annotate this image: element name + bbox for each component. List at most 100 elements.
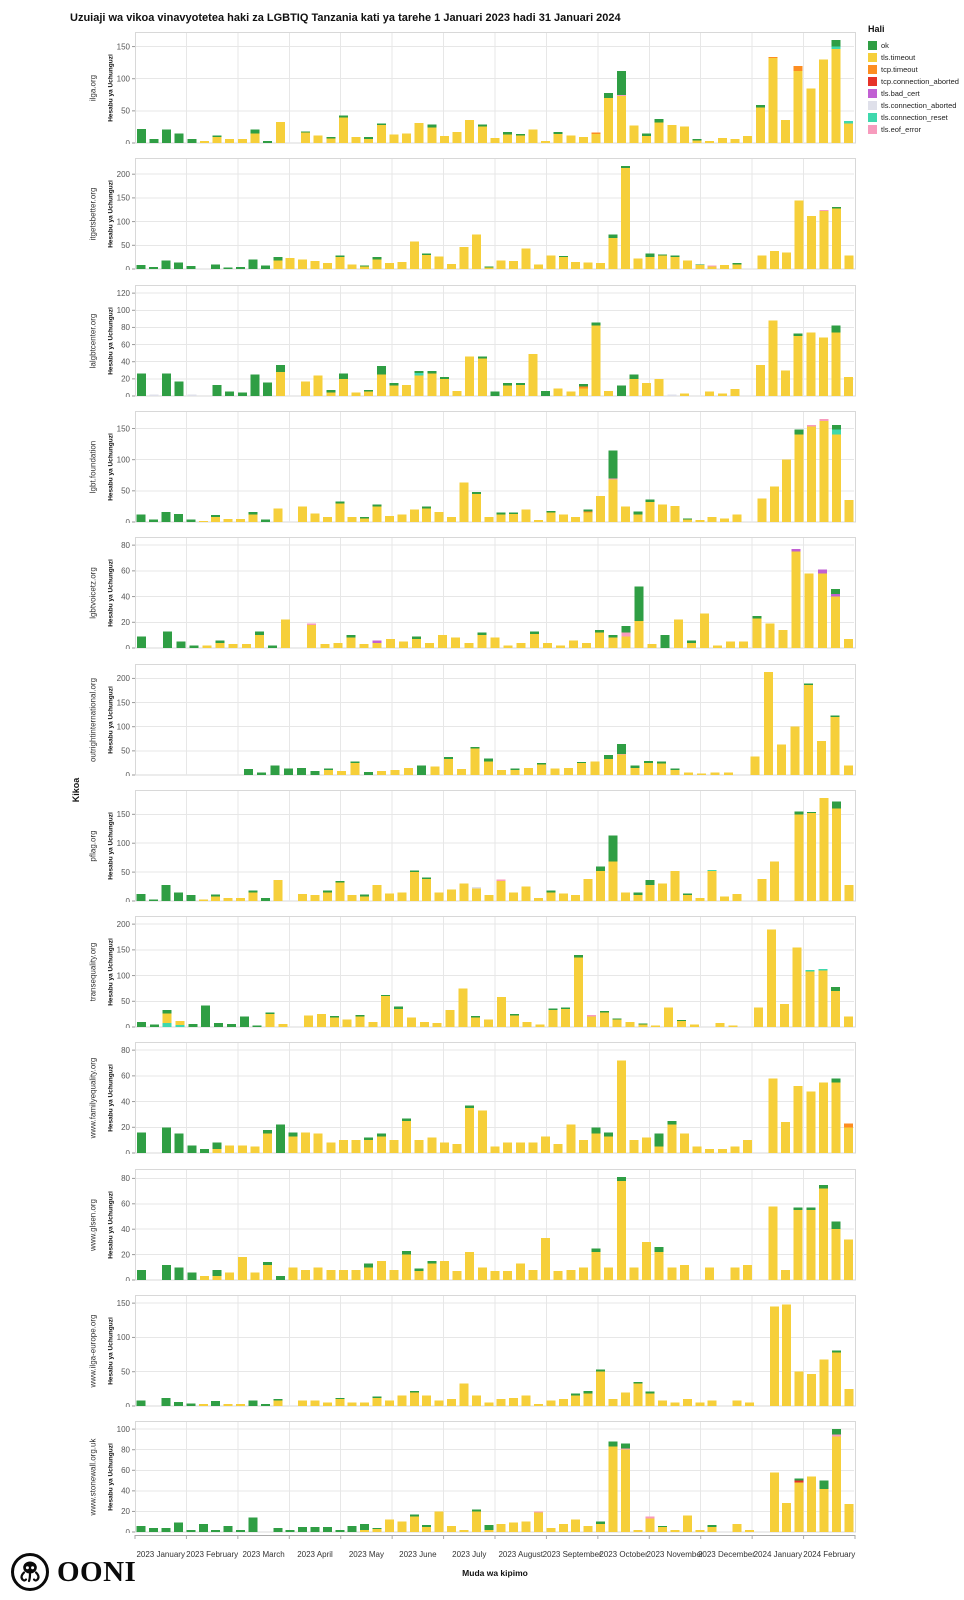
bar-stack bbox=[569, 640, 579, 649]
bar-stack bbox=[368, 1021, 378, 1028]
bar-stack bbox=[260, 265, 270, 270]
bar-stack bbox=[273, 1528, 283, 1533]
bar-stack bbox=[173, 892, 183, 901]
bar-stack bbox=[793, 333, 803, 396]
bar-stack bbox=[765, 623, 775, 649]
bar-stack bbox=[634, 586, 644, 649]
bar-stack bbox=[174, 1134, 184, 1154]
panel-plot: 0 50 100 150 bbox=[117, 789, 856, 902]
bar-stack bbox=[248, 1517, 258, 1533]
bar-stack bbox=[434, 256, 444, 270]
bar-stack bbox=[360, 894, 370, 901]
bar-stack bbox=[806, 1091, 816, 1154]
panel-lgbt.foundation: lgbt.foundation Hesabu ya Uchunguzi 0 50 100… bbox=[0, 410, 964, 523]
panel-www.familyequality.org: www.familyequality.org Hesabu ya Uchunguz… bbox=[0, 1042, 964, 1154]
y-tick-label: 80 bbox=[121, 541, 130, 550]
bar-stack bbox=[434, 1400, 444, 1406]
bar-stack bbox=[477, 356, 487, 396]
bar-stack bbox=[445, 1010, 455, 1028]
bar-stack bbox=[790, 726, 800, 775]
bar-stack bbox=[243, 768, 253, 775]
bar-stack bbox=[710, 772, 720, 775]
bar-stack bbox=[528, 129, 538, 143]
legend-item-label: tcp.timeout bbox=[881, 65, 918, 74]
bar-stack bbox=[283, 768, 293, 775]
bar-stack bbox=[384, 515, 394, 522]
bar-stack bbox=[670, 1530, 680, 1533]
bar-stack bbox=[793, 65, 803, 143]
bar-stack bbox=[667, 1121, 677, 1154]
y-tick-label: 80 bbox=[121, 1446, 130, 1455]
bar-stack bbox=[174, 381, 184, 396]
bar-stack bbox=[831, 1429, 841, 1533]
bar-stack bbox=[779, 1003, 789, 1028]
bar-stack bbox=[457, 768, 467, 775]
bar-stack bbox=[186, 519, 196, 522]
bar-stack bbox=[654, 378, 664, 396]
bar-stack bbox=[555, 645, 565, 649]
panel-itgetsbetter.org: itgetsbetter.org Hesabu ya Uchunguzi 0 50 10… bbox=[0, 158, 964, 270]
bar-stack bbox=[750, 756, 760, 775]
bar-stack bbox=[214, 1022, 224, 1028]
legend-swatch-icon bbox=[868, 125, 877, 134]
bar-stack bbox=[768, 1078, 778, 1154]
bar-stack bbox=[806, 1207, 816, 1280]
bar-stack bbox=[521, 509, 531, 522]
bar-stack bbox=[604, 1266, 614, 1280]
bar-stack bbox=[578, 383, 588, 396]
bar-stack bbox=[578, 1140, 588, 1154]
bar-stack bbox=[638, 1023, 648, 1028]
bar-stack bbox=[434, 511, 444, 522]
legend-item-tls.eof_error: tls.eof_error bbox=[868, 125, 963, 134]
bar-stack bbox=[198, 1403, 208, 1406]
bar-stack bbox=[720, 896, 730, 901]
bar-stack bbox=[414, 1268, 424, 1280]
bar-stack bbox=[707, 869, 717, 901]
bar-stack bbox=[187, 1272, 197, 1280]
bar-stack bbox=[608, 450, 618, 522]
bar-stack bbox=[807, 811, 817, 901]
y-tick-label: 0 bbox=[126, 897, 131, 902]
bar-stack bbox=[707, 516, 717, 522]
bar-stack bbox=[490, 137, 500, 143]
bar-stack bbox=[397, 892, 407, 901]
bar-stack bbox=[301, 1269, 311, 1280]
bar-stack bbox=[310, 1400, 320, 1406]
bar-stack bbox=[528, 1143, 538, 1154]
bar-stack bbox=[654, 1246, 664, 1280]
y-tick-label: 0 bbox=[126, 518, 131, 523]
bar-stack bbox=[620, 166, 630, 270]
bar-stack bbox=[338, 1140, 348, 1154]
bar-stack bbox=[689, 1024, 699, 1028]
bar-stack bbox=[263, 1261, 273, 1280]
bar-stack bbox=[406, 1017, 416, 1028]
bar-stack bbox=[313, 1134, 323, 1154]
bar-stack bbox=[173, 513, 183, 522]
bar-stack bbox=[275, 121, 285, 143]
bar-stack bbox=[236, 1403, 246, 1406]
bar-stack bbox=[285, 1530, 295, 1533]
legend-item-tcp.connection_aborted: tcp.connection_aborted bbox=[868, 77, 963, 86]
bar-stack bbox=[322, 1402, 332, 1406]
bar-stack bbox=[236, 897, 246, 901]
bar-stack bbox=[439, 1260, 449, 1280]
bar-stack bbox=[670, 768, 680, 775]
bar-stack bbox=[583, 1390, 593, 1406]
bar-stack bbox=[583, 509, 593, 522]
panel-plot: 0 20 40 60 80 bbox=[121, 537, 856, 649]
y-tick-label: 0 bbox=[126, 770, 131, 775]
bar-stack bbox=[667, 1266, 677, 1280]
x-tick-label: 2024 February bbox=[803, 1550, 856, 1559]
bar-stack bbox=[322, 263, 332, 270]
bar-stack bbox=[558, 514, 568, 522]
bar-stack bbox=[402, 1118, 412, 1154]
bar-stack bbox=[397, 1522, 407, 1533]
bar-stack bbox=[571, 262, 581, 270]
bar-stack bbox=[831, 424, 841, 522]
bar-stack bbox=[728, 1025, 738, 1028]
bar-stack bbox=[571, 895, 581, 901]
bar-stack bbox=[732, 1400, 742, 1406]
bar-stack bbox=[250, 129, 260, 143]
legend-item-label: tls.timeout bbox=[881, 53, 916, 62]
bar-stack bbox=[533, 520, 543, 522]
